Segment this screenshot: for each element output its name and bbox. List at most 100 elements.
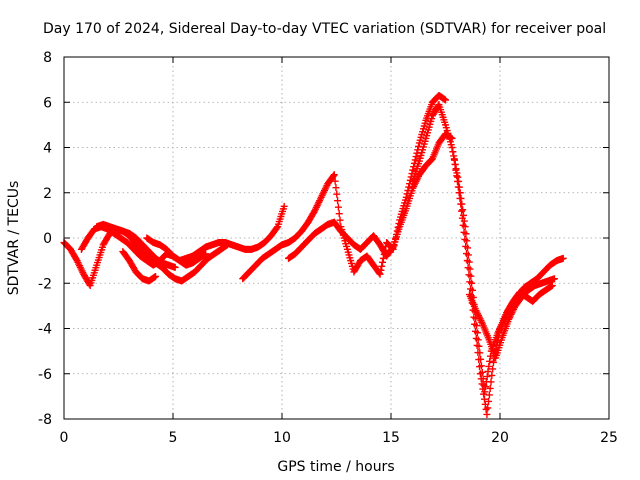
y-tick-label: -4 <box>38 322 52 338</box>
data-point <box>458 214 466 222</box>
data-point <box>462 242 470 250</box>
x-tick-label: 20 <box>491 430 509 446</box>
y-tick-label: 4 <box>43 141 52 157</box>
data-point <box>330 171 338 179</box>
data-point <box>457 200 465 208</box>
data-point <box>460 228 468 236</box>
y-tick-label: -6 <box>38 367 52 383</box>
data-point <box>452 166 460 174</box>
data-point <box>412 153 420 161</box>
data-point <box>334 197 342 205</box>
data-point <box>376 270 384 278</box>
data-series <box>285 130 456 262</box>
y-axis-title: SDTVAR / TECUs <box>6 181 22 296</box>
data-point <box>456 194 464 202</box>
data-series <box>409 101 567 396</box>
data-point <box>453 172 461 180</box>
ticks <box>63 56 610 420</box>
data-point <box>442 96 449 104</box>
data-point <box>483 373 491 381</box>
data-point <box>476 363 484 371</box>
data-point <box>479 385 487 393</box>
data-point <box>333 190 341 198</box>
data-series <box>239 91 449 283</box>
data-point <box>379 258 387 266</box>
data-point <box>459 221 467 229</box>
data-point <box>459 206 467 214</box>
data-point <box>486 384 494 392</box>
data-point <box>484 404 492 412</box>
data-series <box>143 234 210 269</box>
data-point <box>485 391 493 399</box>
data-point <box>483 410 491 418</box>
data-point <box>464 264 472 272</box>
data-point <box>471 327 479 335</box>
data-point <box>489 365 497 373</box>
data-point <box>480 395 488 403</box>
data-point <box>402 193 410 201</box>
data-point <box>448 144 456 151</box>
data-point <box>450 155 458 163</box>
data-point <box>485 362 493 370</box>
tick-labels: 0 5 10 15 20 25 -8 -6 -4 -2 0 2 4 6 8 <box>38 50 618 446</box>
data-point <box>489 358 497 366</box>
data-point <box>551 275 558 283</box>
series-layer <box>60 91 567 418</box>
y-tick-label: 0 <box>43 231 52 247</box>
data-point <box>487 378 495 386</box>
y-tick-label: 6 <box>43 95 52 111</box>
data-point <box>471 320 479 328</box>
data-point <box>488 371 496 379</box>
data-point <box>467 285 475 293</box>
data-point <box>461 235 469 243</box>
data-point <box>463 257 471 265</box>
x-tick-label: 10 <box>273 430 291 446</box>
data-point <box>474 349 482 357</box>
y-tick-label: -2 <box>38 276 52 292</box>
data-point <box>473 341 481 349</box>
data-point <box>454 183 462 191</box>
data-point <box>202 250 210 258</box>
x-tick-label: 5 <box>169 430 178 446</box>
data-point <box>458 207 466 215</box>
x-tick-label: 15 <box>382 430 400 446</box>
data-point <box>330 172 338 180</box>
data-point <box>171 263 179 271</box>
data-point <box>548 282 556 290</box>
data-point <box>331 177 339 185</box>
data-point <box>485 397 493 405</box>
data-point <box>475 356 483 364</box>
data-point <box>449 148 457 156</box>
data-point <box>455 189 463 197</box>
data-series <box>465 275 558 362</box>
data-point <box>559 254 567 262</box>
y-tick-label: 8 <box>43 50 52 66</box>
data-point <box>336 216 344 224</box>
data-point <box>334 203 342 211</box>
data-point <box>411 156 419 164</box>
data-point <box>477 375 485 383</box>
data-point <box>476 370 484 378</box>
data-point <box>465 271 473 279</box>
data-point <box>280 202 288 210</box>
chart-title: Day 170 of 2024, Sidereal Day-to-day VTE… <box>43 21 606 37</box>
data-point <box>480 390 488 398</box>
data-point <box>335 210 343 218</box>
data-point <box>466 278 474 286</box>
data-point <box>451 160 459 168</box>
data-point <box>152 272 160 280</box>
grid <box>64 57 609 419</box>
y-tick-label: 2 <box>43 186 52 202</box>
data-point <box>453 177 461 185</box>
data-series <box>119 248 160 285</box>
data-series <box>93 220 179 271</box>
data-point <box>273 224 281 232</box>
data-point <box>388 244 396 252</box>
data-point <box>486 357 494 365</box>
data-point <box>377 266 385 274</box>
x-axis-title: GPS time / hours <box>277 459 394 475</box>
data-point <box>482 405 490 413</box>
data-point <box>378 262 386 270</box>
data-point <box>462 250 470 258</box>
